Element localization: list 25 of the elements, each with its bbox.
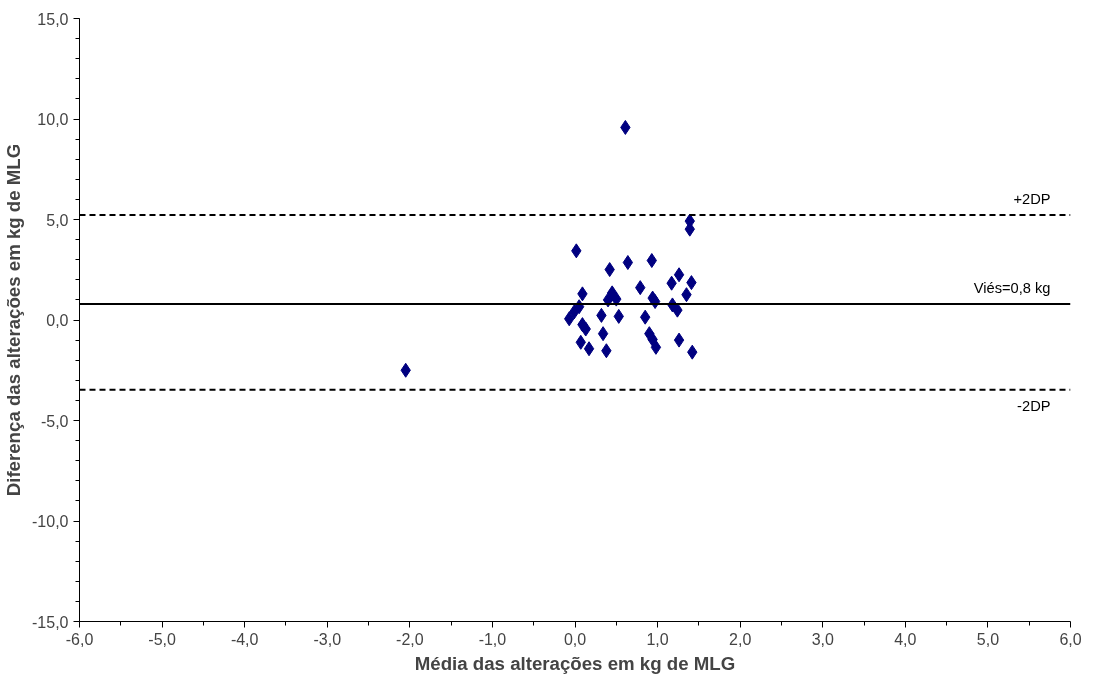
x-tick-label: 5,0 [976, 630, 1000, 648]
y-tick-label: 10,0 [37, 111, 69, 128]
x-axis-title: Média das alterações em kg de MLG [414, 652, 736, 674]
x-tick-label: 3,0 [811, 630, 834, 648]
y-tick-label: 15,0 [37, 10, 69, 28]
x-tick-label: 2,0 [729, 630, 752, 648]
y-tick-label: 5,0 [46, 211, 69, 229]
ref-line-label: Viés=0,8 kg [973, 279, 1051, 296]
x-tick-label: -2,0 [396, 630, 424, 648]
x-tick-label: -5,0 [148, 630, 176, 648]
x-tick-label: -6,0 [65, 630, 94, 648]
y-axis-title: Diferença das alterações em kg de MLG [3, 143, 25, 497]
ref-line-label: -2DP [1017, 397, 1051, 414]
x-tick-label: 0,0 [563, 630, 587, 648]
x-tick-label: 6,0 [1059, 630, 1082, 648]
x-tick-label: -1,0 [478, 630, 507, 648]
y-tick-label: -5,0 [40, 412, 69, 430]
x-tick-label: 1,0 [646, 630, 669, 648]
x-tick-label: -4,0 [230, 630, 259, 648]
y-tick-label: -15,0 [32, 613, 69, 631]
ref-line-label: +2DP [1013, 191, 1051, 208]
x-tick-label: -3,0 [313, 630, 342, 648]
y-tick-label: -10,0 [32, 513, 69, 530]
x-tick-label: 4,0 [894, 630, 917, 648]
y-tick-label: 0,0 [46, 312, 69, 329]
